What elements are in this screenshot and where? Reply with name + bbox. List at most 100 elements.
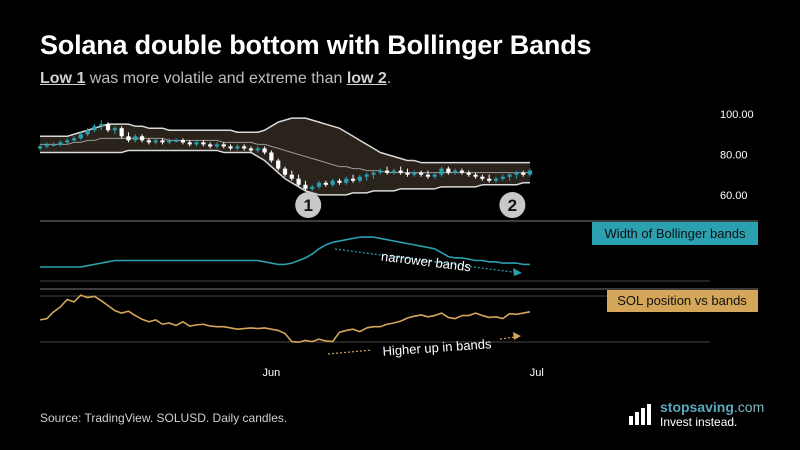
higher-arrow-head	[513, 332, 521, 340]
upper-band-line	[40, 117, 530, 164]
higher-arrow-line	[327, 349, 373, 355]
width-label-box	[592, 222, 758, 245]
candle-body	[514, 172, 519, 175]
candle-body	[357, 176, 362, 181]
source-note: Source: TradingView. SOLUSD. Daily candl…	[40, 411, 288, 425]
low-marker-circle	[295, 192, 322, 218]
candle-body	[425, 174, 431, 177]
candle-body	[201, 142, 206, 145]
width-panel-label: Width of Bollinger bands	[605, 226, 746, 241]
narrower-arrow-head	[513, 268, 522, 276]
chart-subtitle: Low 1 was more volatile and extreme than…	[40, 70, 391, 88]
candle-body	[350, 178, 356, 181]
x-tick-label: Jul	[530, 367, 544, 379]
candle-body	[228, 146, 233, 149]
subtitle-low2: low 2	[346, 70, 387, 87]
candle-body	[521, 172, 526, 175]
narrower-arrow-line	[334, 248, 521, 274]
low-marker-circle	[499, 192, 526, 218]
candle-body	[282, 168, 288, 175]
candle-body	[378, 170, 383, 173]
candle-body	[269, 152, 274, 161]
bar-chart-icon	[629, 404, 651, 425]
subtitle-mid: was more volatile and extreme than	[85, 70, 347, 87]
candle-body	[419, 172, 424, 175]
candle-body	[323, 182, 328, 185]
candle-body	[180, 140, 186, 143]
candle-body	[85, 130, 90, 135]
candle-body	[446, 168, 451, 173]
candle-body	[453, 170, 458, 173]
candle-body	[126, 136, 131, 141]
candle-body	[92, 126, 97, 131]
candle-body	[187, 142, 192, 145]
candle-body	[255, 148, 260, 151]
candle-body	[58, 142, 63, 145]
candle-body	[500, 176, 505, 179]
candle-body	[133, 136, 138, 141]
candle-body	[432, 174, 437, 177]
candle-body	[153, 140, 158, 143]
y-tick-label: 60.00	[720, 190, 748, 202]
candle-body	[105, 124, 111, 131]
candle-body	[289, 174, 294, 179]
candle-body	[167, 140, 172, 143]
lower-band-line	[40, 149, 530, 196]
candle-body	[78, 134, 83, 139]
narrower-annotation: narrower bands	[380, 249, 472, 275]
candle-body	[139, 136, 145, 141]
candle-body	[398, 170, 403, 173]
subtitle-end: .	[386, 70, 392, 87]
brand-name-main: stopsaving	[660, 399, 734, 415]
candle-body	[262, 148, 267, 153]
candle-body	[44, 144, 49, 147]
candle-body	[194, 142, 199, 145]
higher-arrow-line	[499, 336, 517, 340]
candle-body	[303, 184, 308, 189]
candle-body	[296, 178, 301, 185]
y-tick-label: 100.00	[720, 109, 754, 121]
candle-body	[344, 178, 349, 183]
candle-body	[527, 170, 533, 175]
x-tick-label: Jun	[263, 367, 281, 379]
candle-body	[507, 174, 512, 177]
higher-annotation: Higher up in bands	[382, 336, 492, 359]
candle-body	[337, 180, 342, 183]
candle-body	[99, 124, 104, 127]
candle-body	[330, 180, 335, 185]
position-series-line	[39, 294, 531, 344]
candle-body	[214, 144, 220, 147]
y-tick-label: 80.00	[720, 149, 748, 161]
low-marker-label: 1	[303, 196, 312, 215]
candle-body	[119, 128, 124, 137]
candle-body	[384, 170, 390, 173]
candle-body	[480, 176, 485, 179]
subtitle-low1: Low 1	[40, 70, 86, 87]
candle-body	[242, 146, 247, 149]
candle-body	[65, 140, 70, 143]
candle-body	[276, 160, 281, 169]
candle-body	[310, 186, 315, 189]
candle-body	[235, 146, 240, 149]
candle-body	[473, 174, 478, 177]
candle-body	[459, 170, 465, 173]
candle-body	[221, 144, 226, 147]
brand-logo: stopsaving.com Invest instead.	[628, 399, 764, 429]
candle-body	[112, 128, 117, 131]
position-panel-label: SOL position vs bands	[617, 293, 747, 308]
candle-body	[174, 140, 179, 142]
candle-body	[51, 144, 56, 146]
candle-body	[364, 174, 369, 177]
candle-body	[405, 172, 410, 175]
brand-name: stopsaving.com	[660, 399, 764, 415]
candle-body	[71, 138, 77, 141]
candle-body	[439, 168, 444, 175]
low-marker-label: 2	[508, 196, 517, 215]
candle-body	[160, 140, 165, 143]
candle-body	[316, 182, 322, 187]
brand-name-domain: .com	[733, 399, 765, 415]
candle-body	[493, 178, 499, 181]
candle-body	[146, 140, 151, 143]
candle-body	[391, 170, 396, 173]
